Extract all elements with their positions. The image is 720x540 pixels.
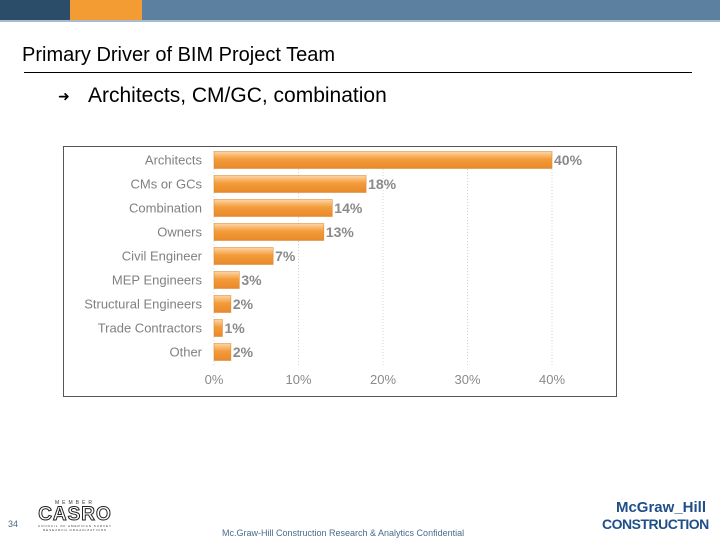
header-bar — [0, 0, 720, 22]
arrow-bullet-icon: ➜ — [58, 87, 70, 104]
header-segment-orange — [70, 0, 142, 20]
casro-logo: MEMBER CASRO COUNCIL OF AMERICAN SURVEY … — [34, 500, 116, 532]
header-segment-dark — [0, 0, 70, 20]
category-label: Owners — [157, 225, 202, 240]
value-label: 14% — [334, 200, 363, 216]
bullet-text: Architects, CM/GC, combination — [88, 84, 387, 107]
x-tick-label: 0% — [205, 372, 224, 387]
category-label: Structural Engineers — [84, 297, 202, 312]
value-label: 3% — [241, 272, 262, 288]
category-label: Combination — [129, 201, 202, 216]
chart-canvas: Architects 40% CMs or GCs 18% Combination 14%… — [84, 151, 583, 387]
bar — [213, 247, 274, 265]
bar — [213, 199, 333, 217]
casro-wordmark: CASRO — [38, 504, 112, 525]
category-label: MEP Engineers — [112, 273, 203, 288]
value-label: 1% — [224, 320, 245, 336]
bar — [213, 319, 223, 337]
value-label: 13% — [326, 224, 355, 240]
x-tick-label: 10% — [285, 372, 311, 387]
header-underline — [0, 20, 720, 22]
bar — [213, 295, 232, 313]
category-label: Civil Engineer — [122, 249, 203, 264]
x-tick-label: 40% — [539, 372, 565, 387]
bar — [213, 271, 240, 289]
slide-title: Primary Driver of BIM Project Team — [22, 44, 336, 66]
casro-tagline: COUNCIL OF AMERICAN SURVEY RESEARCH ORGA… — [37, 524, 112, 532]
mcgraw-hill-logo: McGraw_Hill CONSTRUCTION — [602, 499, 709, 533]
page-number: 34 — [8, 519, 19, 529]
value-label: 7% — [275, 248, 296, 264]
title-divider — [24, 72, 692, 73]
category-label: Other — [169, 345, 202, 360]
value-label: 2% — [233, 296, 254, 312]
bar — [213, 223, 325, 241]
value-label: 18% — [368, 176, 397, 192]
mcgraw-hill-logo-line2: CONSTRUCTION — [602, 516, 709, 532]
category-label: Architects — [145, 153, 203, 168]
bullet-item: ➜ Architects, CM/GC, combination — [58, 84, 387, 108]
value-label: 40% — [554, 152, 583, 168]
x-tick-label: 30% — [454, 372, 480, 387]
bar-chart: Architects 40% CMs or GCs 18% Combination 14%… — [63, 146, 617, 397]
header-segment-blue — [142, 0, 720, 20]
footer-confidential: Mc.Graw-Hill Construction Research & Ana… — [222, 528, 465, 538]
bar — [213, 343, 232, 361]
bar — [213, 151, 553, 169]
value-label: 2% — [233, 344, 254, 360]
casro-member-text: MEMBER — [55, 500, 95, 506]
category-label: CMs or GCs — [131, 177, 203, 192]
x-tick-label: 20% — [370, 372, 396, 387]
bar — [213, 175, 367, 193]
category-label: Trade Contractors — [98, 321, 203, 336]
mcgraw-hill-logo-line1: McGraw_Hill — [615, 499, 706, 516]
